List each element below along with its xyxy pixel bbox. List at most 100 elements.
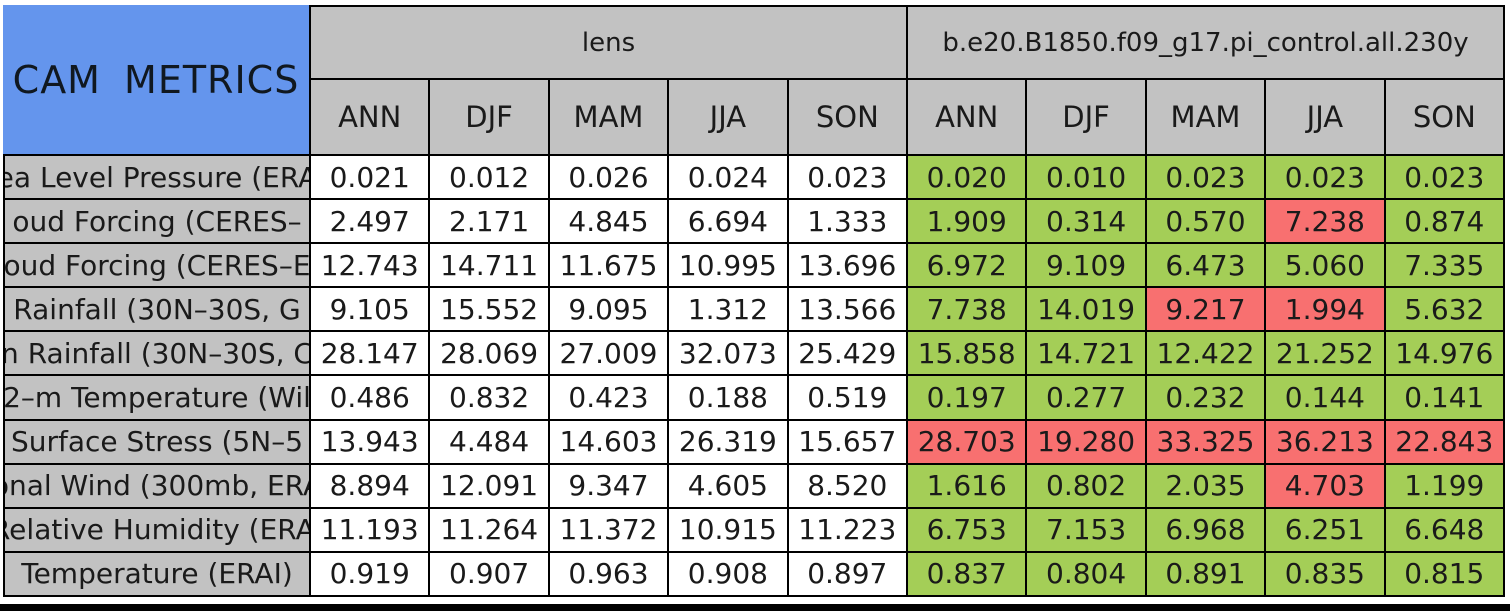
lens-value: 0.023 [788, 156, 908, 201]
lens-value: 13.696 [788, 244, 908, 289]
control-value: 22.843 [1385, 420, 1505, 465]
lens-value: 28.069 [430, 332, 550, 377]
lens-value: 28.147 [311, 332, 431, 377]
control-value: 6.753 [908, 508, 1028, 553]
season-header-lens-ann: ANN [311, 80, 431, 156]
season-header-control-jja: JJA [1266, 80, 1386, 156]
control-value: 0.141 [1385, 376, 1505, 421]
lens-value: 32.073 [669, 332, 789, 377]
season-header-control-ann: ANN [908, 80, 1028, 156]
lens-value: 4.845 [549, 200, 670, 245]
season-header-lens-djf: DJF [430, 80, 550, 156]
control-value: 0.023 [1266, 156, 1386, 201]
lens-value: 11.193 [311, 508, 431, 553]
control-value: 0.023 [1385, 156, 1505, 201]
control-value: 14.721 [1027, 332, 1147, 377]
control-value: 9.109 [1027, 244, 1147, 289]
control-value: 0.804 [1027, 552, 1147, 597]
control-value: 33.325 [1146, 420, 1267, 465]
control-value: 6.648 [1385, 508, 1505, 553]
lens-value: 0.908 [669, 552, 789, 597]
lens-value: 6.694 [669, 200, 789, 245]
lens-value: 11.223 [788, 508, 908, 553]
control-value: 0.815 [1385, 552, 1505, 597]
lens-value: 11.675 [549, 244, 670, 289]
control-value: 0.570 [1146, 200, 1267, 245]
lens-value: 12.743 [311, 244, 431, 289]
column-group-lens: lens [311, 5, 908, 80]
lens-value: 13.943 [311, 420, 431, 465]
lens-value: 9.347 [549, 464, 670, 509]
control-value: 28.703 [908, 420, 1028, 465]
lens-value: 0.188 [669, 376, 789, 421]
lens-value: 0.963 [549, 552, 670, 597]
lens-value: 0.486 [311, 376, 431, 421]
control-value: 21.252 [1266, 332, 1386, 377]
lens-value: 26.319 [669, 420, 789, 465]
control-value: 7.153 [1027, 508, 1147, 553]
control-value: 14.019 [1027, 288, 1147, 333]
lens-value: 25.429 [788, 332, 908, 377]
row-label: 2–m Temperature (Wil [3, 376, 311, 421]
season-header-lens-jja: JJA [669, 80, 789, 156]
lens-value: 11.372 [549, 508, 670, 553]
season-header-control-son: SON [1385, 80, 1505, 156]
lens-value: 0.423 [549, 376, 670, 421]
row-label: oud Forcing (CERES– [3, 200, 311, 245]
control-value: 1.199 [1385, 464, 1505, 509]
control-value: 0.197 [908, 376, 1028, 421]
lens-value: 14.603 [549, 420, 670, 465]
lens-value: 9.105 [311, 288, 431, 333]
control-value: 0.802 [1027, 464, 1147, 509]
lens-value: 0.897 [788, 552, 908, 597]
lens-value: 1.333 [788, 200, 908, 245]
lens-value: 4.484 [430, 420, 550, 465]
control-value: 7.238 [1266, 200, 1386, 245]
lens-value: 9.095 [549, 288, 670, 333]
row-label: onal Wind (300mb, ERA [3, 464, 311, 509]
table-title: CAM METRICS [3, 5, 311, 156]
control-value: 7.738 [908, 288, 1028, 333]
row-label: Rainfall (30N–30S, G [3, 288, 311, 333]
control-value: 0.837 [908, 552, 1028, 597]
lens-value: 0.907 [430, 552, 550, 597]
control-value: 4.703 [1266, 464, 1386, 509]
lens-value: 8.894 [311, 464, 431, 509]
row-label: Temperature (ERAI) [3, 552, 311, 597]
control-value: 1.994 [1266, 288, 1386, 333]
control-value: 0.277 [1027, 376, 1147, 421]
season-header-lens-mam: MAM [549, 80, 670, 156]
lens-value: 0.919 [311, 552, 431, 597]
lens-value: 12.091 [430, 464, 550, 509]
control-value: 0.010 [1027, 156, 1147, 201]
control-value: 0.891 [1146, 552, 1267, 597]
lens-value: 0.519 [788, 376, 908, 421]
lens-value: 8.520 [788, 464, 908, 509]
lens-value: 15.657 [788, 420, 908, 465]
control-value: 9.217 [1146, 288, 1267, 333]
control-value: 14.976 [1385, 332, 1505, 377]
control-value: 1.909 [908, 200, 1028, 245]
metrics-grid: CAM METRICS lens b.e20.B1850.f09_g17.pi_… [3, 5, 1505, 597]
control-value: 0.835 [1266, 552, 1386, 597]
control-value: 0.144 [1266, 376, 1386, 421]
control-value: 0.023 [1146, 156, 1267, 201]
lens-value: 27.009 [549, 332, 670, 377]
lens-value: 0.024 [669, 156, 789, 201]
lens-value: 0.012 [430, 156, 550, 201]
row-label: n Rainfall (30N–30S, C [3, 332, 311, 377]
lens-value: 0.026 [549, 156, 670, 201]
control-value: 5.632 [1385, 288, 1505, 333]
season-header-lens-son: SON [788, 80, 908, 156]
bottom-bar [0, 604, 1510, 611]
row-label: oud Forcing (CERES–E [3, 244, 311, 289]
lens-value: 1.312 [669, 288, 789, 333]
season-header-control-djf: DJF [1027, 80, 1147, 156]
control-value: 1.616 [908, 464, 1028, 509]
control-value: 12.422 [1146, 332, 1267, 377]
control-value: 6.251 [1266, 508, 1386, 553]
control-value: 0.020 [908, 156, 1028, 201]
control-value: 6.972 [908, 244, 1028, 289]
lens-value: 11.264 [430, 508, 550, 553]
control-value: 7.335 [1385, 244, 1505, 289]
